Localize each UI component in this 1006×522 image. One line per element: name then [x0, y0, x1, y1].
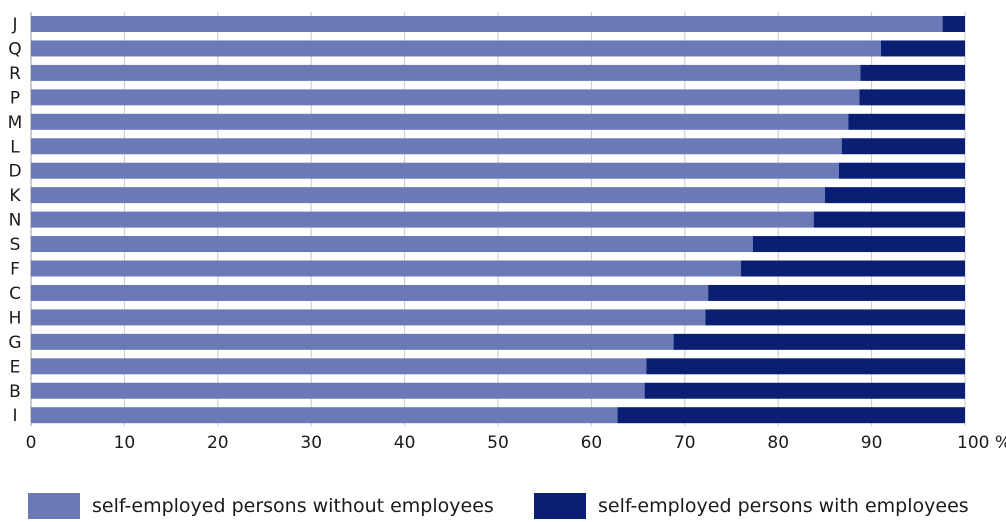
category-label: S	[10, 235, 21, 255]
category-label: C	[9, 284, 21, 304]
bar-without-employees	[31, 162, 839, 179]
category-label: M	[8, 113, 23, 133]
bar-with-employees	[752, 236, 965, 253]
category-label: Q	[8, 39, 21, 59]
category-label: H	[9, 308, 22, 328]
category-label: F	[10, 260, 20, 280]
bars	[31, 16, 965, 424]
category-label: E	[10, 357, 21, 377]
category-label: R	[9, 64, 21, 84]
x-tick-label: 60	[581, 433, 603, 453]
category-label: K	[9, 186, 21, 206]
legend-label-without-employees: self-employed persons without employees	[92, 495, 494, 517]
category-label: G	[8, 333, 21, 353]
bar-without-employees	[31, 16, 943, 32]
category-label: J	[11, 15, 17, 35]
x-tick-label: 0	[26, 433, 37, 453]
bar-with-employees	[813, 211, 965, 228]
category-label: L	[10, 137, 20, 157]
bar-without-employees	[31, 236, 753, 253]
bar-without-employees	[31, 113, 849, 130]
x-tick-label: 80	[767, 433, 789, 453]
bar-without-employees	[31, 89, 860, 106]
bar-without-employees	[31, 382, 645, 399]
bar-with-employees	[646, 358, 965, 375]
bar-without-employees	[31, 260, 741, 277]
legend: self-employed persons without employees …	[0, 490, 1006, 522]
legend-item-without-employees: self-employed persons without employees	[28, 490, 494, 522]
legend-swatch-with-employees	[534, 493, 586, 519]
bar-without-employees	[31, 211, 814, 228]
legend-item-with-employees: self-employed persons with employees	[534, 490, 969, 522]
x-tick-label: 90	[861, 433, 883, 453]
x-tick-label: 40	[394, 433, 416, 453]
bar-without-employees	[31, 333, 674, 350]
x-axis-ticks: 0 10 20 30 40 50 60 70 80 90 100 %	[26, 433, 1006, 453]
legend-label-with-employees: self-employed persons with employees	[598, 495, 969, 517]
bar-with-employees	[942, 16, 965, 32]
bar-without-employees	[31, 309, 706, 326]
category-label: P	[10, 88, 20, 108]
bar-with-employees	[617, 407, 965, 424]
bar-with-employees	[880, 40, 965, 57]
bar-with-employees	[860, 64, 965, 81]
bar-without-employees	[31, 407, 618, 424]
x-tick-label: 50	[487, 433, 509, 453]
category-label: D	[8, 162, 21, 182]
bar-without-employees	[31, 138, 842, 155]
bar-without-employees	[31, 187, 825, 204]
bar-without-employees	[31, 40, 881, 57]
bar-with-employees	[841, 138, 965, 155]
x-tick-label: 30	[300, 433, 322, 453]
bar-without-employees	[31, 358, 647, 375]
x-tick-label: 10	[114, 433, 136, 453]
category-label: B	[9, 382, 21, 402]
legend-swatch-without-employees	[28, 493, 80, 519]
category-label: I	[12, 406, 17, 426]
category-label: N	[9, 211, 22, 231]
bar-with-employees	[740, 260, 965, 277]
bar-with-employees	[838, 162, 965, 179]
bar-with-employees	[673, 333, 965, 350]
x-tick-label: 100 %	[957, 433, 1006, 453]
bar-with-employees	[824, 187, 965, 204]
bar-with-employees	[848, 113, 965, 130]
bar-without-employees	[31, 64, 861, 81]
bar-with-employees	[859, 89, 965, 106]
bar-with-employees	[705, 309, 965, 326]
x-tick-label: 20	[207, 433, 229, 453]
bar-without-employees	[31, 284, 709, 301]
x-tick-label: 70	[674, 433, 696, 453]
bar-with-employees	[708, 284, 965, 301]
bar-with-employees	[644, 382, 965, 399]
